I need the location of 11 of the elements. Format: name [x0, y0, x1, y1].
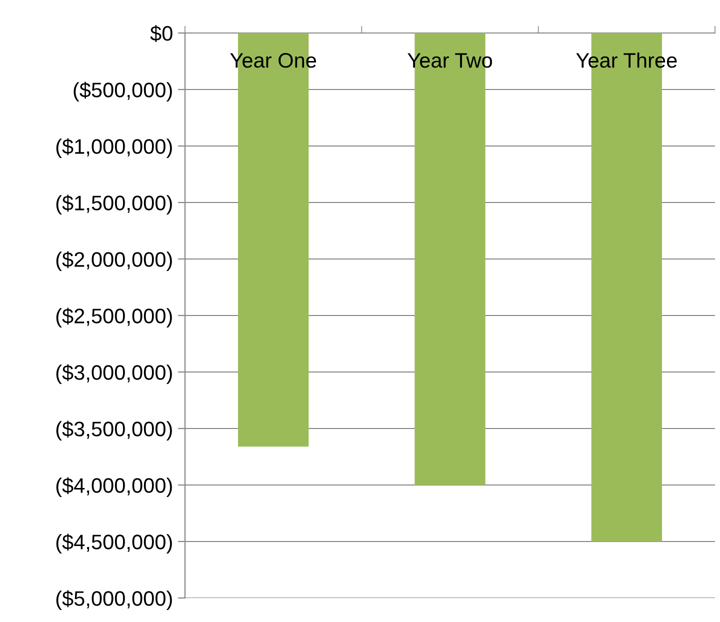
y-tick-label: ($3,000,000) [56, 364, 172, 384]
y-tick-label: ($4,500,000) [56, 534, 172, 554]
y-tick-label: ($5,000,000) [56, 590, 172, 610]
y-tick-label: ($2,500,000) [56, 308, 172, 328]
y-tick-label: ($500,000) [74, 82, 172, 102]
y-tick-label: ($1,500,000) [56, 194, 172, 215]
y-tick-label: ($1,000,000) [56, 138, 172, 158]
y-tick-label: ($4,000,000) [56, 477, 172, 498]
y-tick-label: $0 [150, 25, 172, 42]
y-tick-label: ($2,000,000) [56, 251, 172, 272]
y-tick-label: ($3,500,000) [56, 420, 172, 441]
